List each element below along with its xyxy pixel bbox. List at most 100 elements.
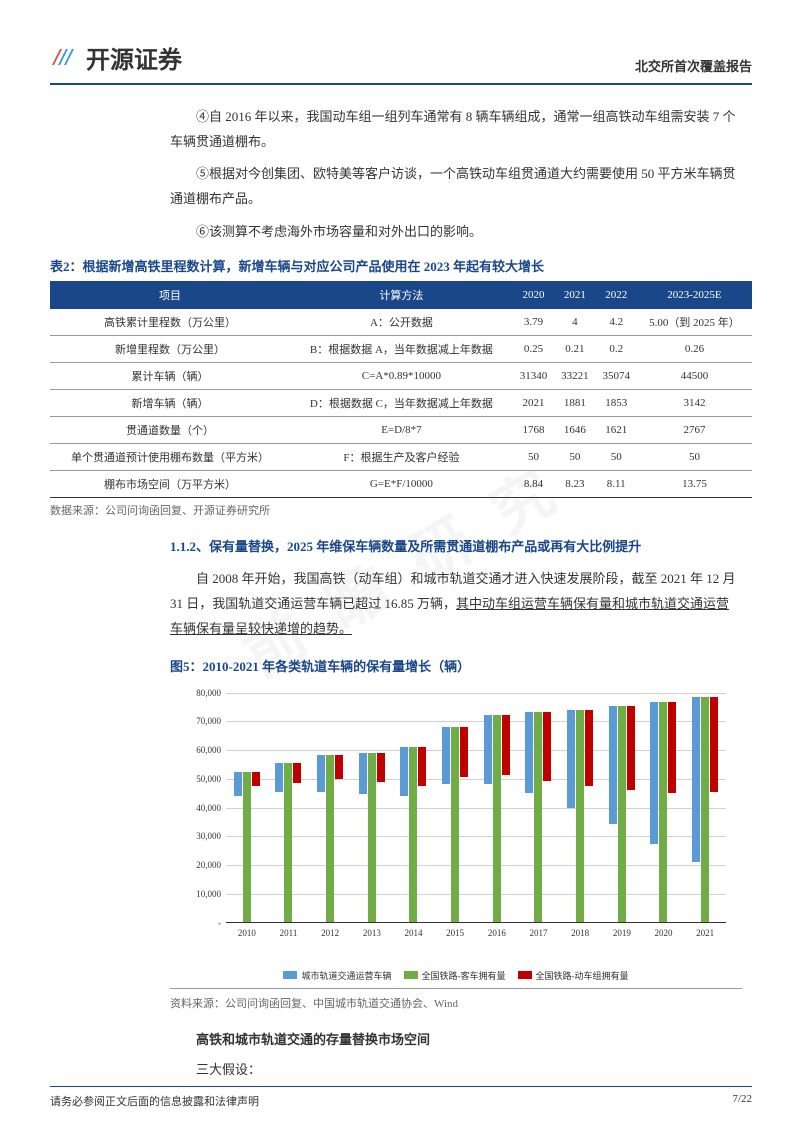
- chart-xlabel: 2021: [696, 928, 714, 938]
- table-cell: 0.21: [554, 336, 595, 363]
- table-source: 数据来源：公司问询函回复、开源证券研究所: [50, 502, 752, 518]
- bar-group: [484, 715, 510, 921]
- chart-ylabel: 30,000: [181, 831, 221, 841]
- table-cell: 4: [554, 309, 595, 336]
- table-header-cell: 计算方法: [290, 281, 513, 309]
- table-cell: G=E*F/10000: [290, 471, 513, 498]
- chart-bar: [418, 747, 426, 787]
- chart-bar: [275, 763, 283, 792]
- table-cell: 4.2: [596, 309, 637, 336]
- chart-bar: [234, 772, 242, 796]
- table-cell: 13.75: [637, 471, 752, 498]
- table-cell: 1853: [596, 390, 637, 417]
- legend-item: 城市轨道交通运营车辆: [283, 969, 391, 982]
- bar-group: [317, 755, 343, 921]
- chart-bar: [502, 715, 510, 775]
- table-cell: 50: [637, 444, 752, 471]
- table-cell: 0.25: [513, 336, 554, 363]
- table-row: 单个贯通道预计使用棚布数量（平方米）F：根据生产及客户经验50505050: [50, 444, 752, 471]
- chart-bar: [377, 753, 385, 782]
- legend-item: 全国铁路-动车组拥有量: [518, 969, 629, 982]
- chart-ylabel: 80,000: [181, 688, 221, 698]
- chart-bar: [484, 715, 492, 783]
- report-type: 北交所首次覆盖报告: [635, 56, 752, 75]
- page-header: 开源证券 北交所首次覆盖报告: [50, 40, 752, 85]
- table-row: 新增车辆（辆）D：根据数据 C，当年数据减上年数据202118811853314…: [50, 390, 752, 417]
- table-cell: A：公开数据: [290, 309, 513, 336]
- table-cell: 1881: [554, 390, 595, 417]
- bar-group: [442, 727, 468, 922]
- chart-bar: [692, 697, 700, 862]
- chart-bar: [368, 753, 376, 922]
- chart-xlabel: 2018: [571, 928, 589, 938]
- chart-ylabel: -: [181, 918, 221, 928]
- logo-icon: [50, 43, 80, 73]
- table-cell: F：根据生产及客户经验: [290, 444, 513, 471]
- page-content: 开源证券 北交所首次覆盖报告 ④自 2016 年以来，我国动车组一组列车通常有 …: [0, 0, 802, 1120]
- table-cell: 8.11: [596, 471, 637, 498]
- chart-ylabel: 20,000: [181, 860, 221, 870]
- table-cell: B：根据数据 A，当年数据减上年数据: [290, 336, 513, 363]
- table-header-cell: 项目: [50, 281, 290, 309]
- chart-xlabel: 2019: [613, 928, 631, 938]
- chart-bar: [252, 772, 260, 786]
- chart-bar: [493, 715, 501, 921]
- chart-xlabel: 2016: [488, 928, 506, 938]
- chart-bar: [543, 712, 551, 781]
- chart-bar: [659, 702, 667, 921]
- chart-bar: [409, 747, 417, 922]
- table-row: 贯通道数量（个）E=D/8*71768164616212767: [50, 417, 752, 444]
- legend-label: 城市轨道交通运营车辆: [301, 969, 391, 982]
- table-cell: 2021: [513, 390, 554, 417]
- chart-bar: [534, 712, 542, 921]
- chart-bar: [609, 706, 617, 824]
- chart-bar: [335, 755, 343, 779]
- chart-ylabel: 60,000: [181, 745, 221, 755]
- table-header-cell: 2023-2025E: [637, 281, 752, 309]
- bar-group: [275, 763, 301, 921]
- subsection-heading: 1.1.2、保有量替换，2025 年维保车辆数量及所需贯通道棚布产品或再有大比例…: [170, 536, 752, 555]
- chart-bar: [400, 747, 408, 796]
- bar-group: [400, 747, 426, 922]
- paragraph-5: ⑤根据对今创集团、欧特美等客户访谈，一个高铁动车组贯通道大约需要使用 50 平方…: [170, 162, 742, 211]
- chart-bar: [326, 755, 334, 921]
- chart-xlabel: 2017: [530, 928, 548, 938]
- chart-bar: [451, 727, 459, 922]
- chart-plot-area: -10,00020,00030,00040,00050,00060,00070,…: [226, 693, 726, 923]
- table-cell: 累计车辆（辆）: [50, 363, 290, 390]
- table-cell: 棚布市场空间（万平方米）: [50, 471, 290, 498]
- chart-bar: [668, 702, 676, 793]
- chart-bar: [442, 727, 450, 785]
- chart-gridline: [226, 693, 726, 694]
- table-cell: 1646: [554, 417, 595, 444]
- table-cell: 8.23: [554, 471, 595, 498]
- chart-bar: [627, 706, 635, 791]
- chart-xlabel: 2013: [363, 928, 381, 938]
- table-cell: 50: [596, 444, 637, 471]
- table-cell: 50: [554, 444, 595, 471]
- chart-xlabel: 2015: [446, 928, 464, 938]
- table-cell: C=A*0.89*10000: [290, 363, 513, 390]
- chart-xlabel: 2012: [321, 928, 339, 938]
- subsection-number: 1.1.2、: [170, 539, 209, 554]
- chart-bar: [525, 712, 533, 793]
- table-cell: 31340: [513, 363, 554, 390]
- table-header-cell: 2020: [513, 281, 554, 309]
- sub-paragraph: 三大假设：: [170, 1058, 742, 1083]
- data-table: 项目计算方法2020202120222023-2025E 高铁累计里程数（万公里…: [50, 281, 752, 498]
- table-cell: 贯通道数量（个）: [50, 417, 290, 444]
- company-name: 开源证券: [86, 40, 182, 75]
- legend-swatch: [518, 971, 532, 979]
- bar-group: [234, 772, 260, 922]
- chart-bar: [618, 706, 626, 922]
- chart-xlabel: 2020: [655, 928, 673, 938]
- table-row: 新增里程数（万公里）B：根据数据 A，当年数据减上年数据0.250.210.20…: [50, 336, 752, 363]
- table-cell: D：根据数据 C，当年数据减上年数据: [290, 390, 513, 417]
- table-cell: 3142: [637, 390, 752, 417]
- table-cell: 0.2: [596, 336, 637, 363]
- chart-bar: [284, 763, 292, 921]
- table-cell: 1768: [513, 417, 554, 444]
- table-cell: 3.79: [513, 309, 554, 336]
- table-cell: 2767: [637, 417, 752, 444]
- table-header-cell: 2021: [554, 281, 595, 309]
